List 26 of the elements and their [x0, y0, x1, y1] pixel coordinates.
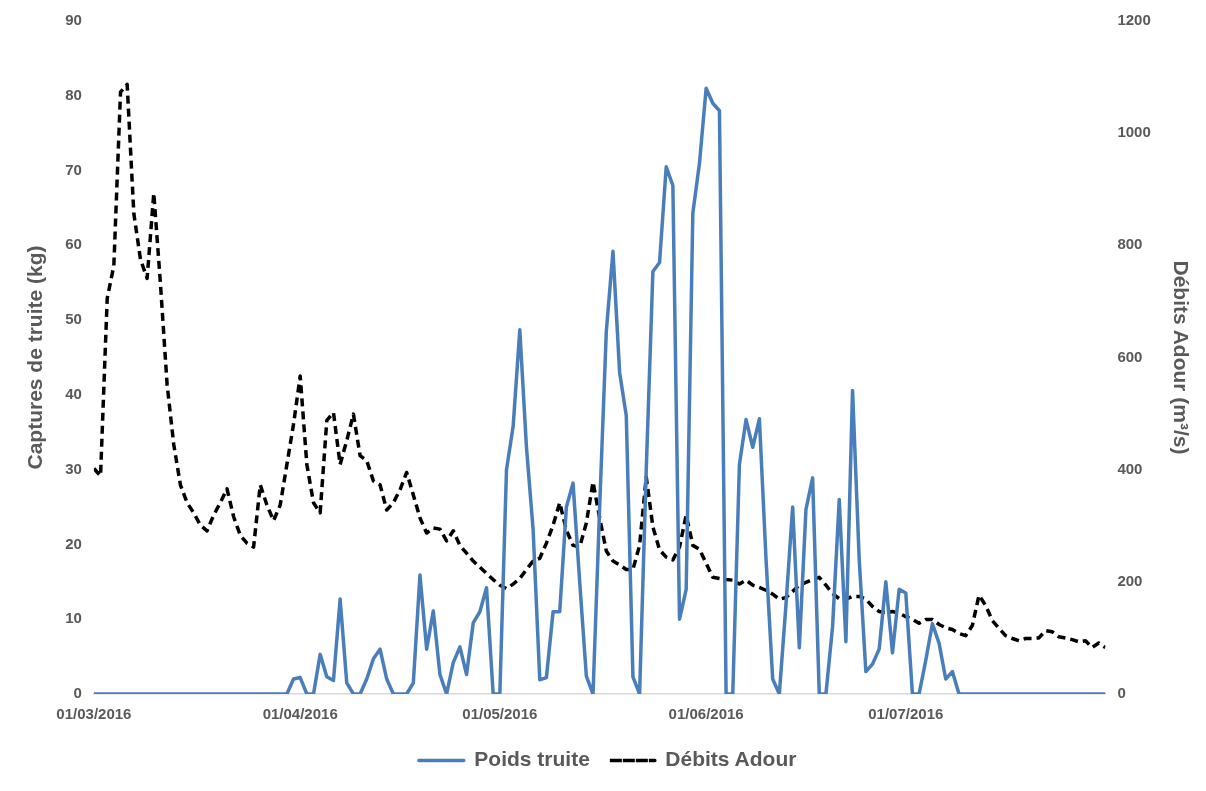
y-tick-label: 60: [65, 235, 82, 253]
y2-tick-label: 200: [1117, 571, 1143, 589]
y2-axis-title: Débits Adour (m³/s): [1169, 260, 1193, 455]
y-tick-label: 70: [65, 160, 82, 178]
y-tick-label: 40: [65, 385, 82, 403]
y2-tick-label: 400: [1117, 459, 1143, 477]
legend-label: Poids truite: [474, 747, 590, 771]
y2-tick-label: 1000: [1117, 123, 1151, 141]
y-tick-label: 50: [65, 310, 82, 328]
y-tick-label: 90: [65, 11, 82, 29]
y-tick-label: 80: [65, 85, 82, 103]
x-tick-label: 01/07/2016: [868, 705, 944, 723]
y-axis-title: Captures de truite (kg): [23, 245, 47, 470]
y-tick-label: 0: [73, 684, 82, 702]
legend-label: Débits Adour: [665, 747, 797, 771]
x-tick-label: 01/03/2016: [56, 705, 132, 723]
x-tick-label: 01/05/2016: [462, 705, 538, 723]
y2-tick-label: 600: [1117, 347, 1143, 365]
x-tick-label: 01/04/2016: [262, 705, 338, 723]
y2-tick-label: 1200: [1117, 11, 1151, 29]
y2-tick-label: 0: [1117, 684, 1126, 702]
y-tick-label: 30: [65, 459, 82, 477]
x-tick-label: 01/06/2016: [668, 705, 744, 723]
y-tick-label: 20: [65, 534, 82, 552]
y-tick-label: 10: [65, 609, 82, 627]
y2-tick-label: 800: [1117, 235, 1143, 253]
